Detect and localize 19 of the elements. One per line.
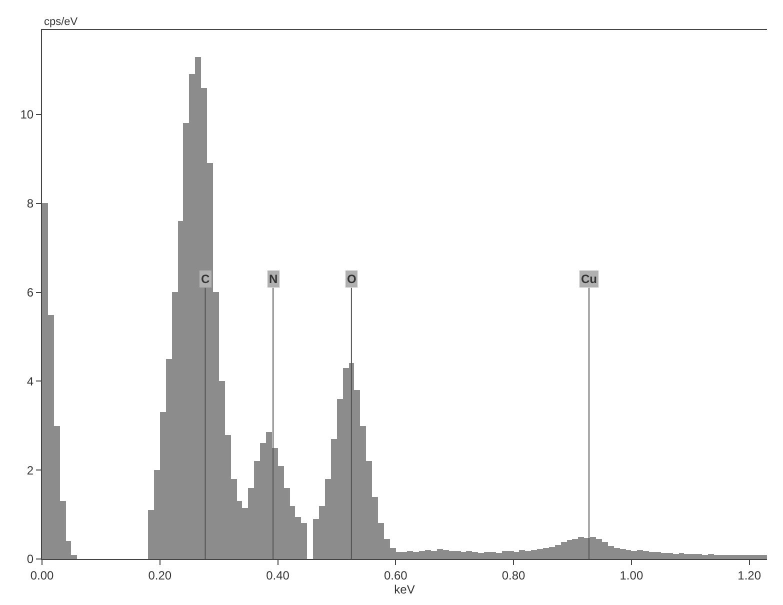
x-tick-label: 0.40 [266,568,290,582]
y-tick-label: 10 [20,108,34,122]
x-tick-label: 0.80 [502,568,526,582]
ref-line-label: C [201,272,210,286]
y-tick-label: 8 [26,196,34,211]
ref-line-label: N [269,272,278,286]
y-tick-label: 0 [26,552,34,566]
ref-line-label: O [347,272,356,286]
x-tick-label: 1.00 [620,568,644,582]
x-tick-label: 0.20 [148,568,172,582]
y-tick-label: 6 [26,285,34,300]
x-axis-title: keV [394,582,415,596]
x-tick-label: 0.60 [384,568,408,582]
y-axis-title: cps/eV [44,16,78,28]
x-tick-label: 1.20 [738,568,762,582]
ref-line-label: Cu [581,272,597,286]
x-tick-label: 0.00 [30,568,54,582]
y-tick-label: 4 [26,374,34,388]
y-tick-label: 2 [26,463,34,478]
